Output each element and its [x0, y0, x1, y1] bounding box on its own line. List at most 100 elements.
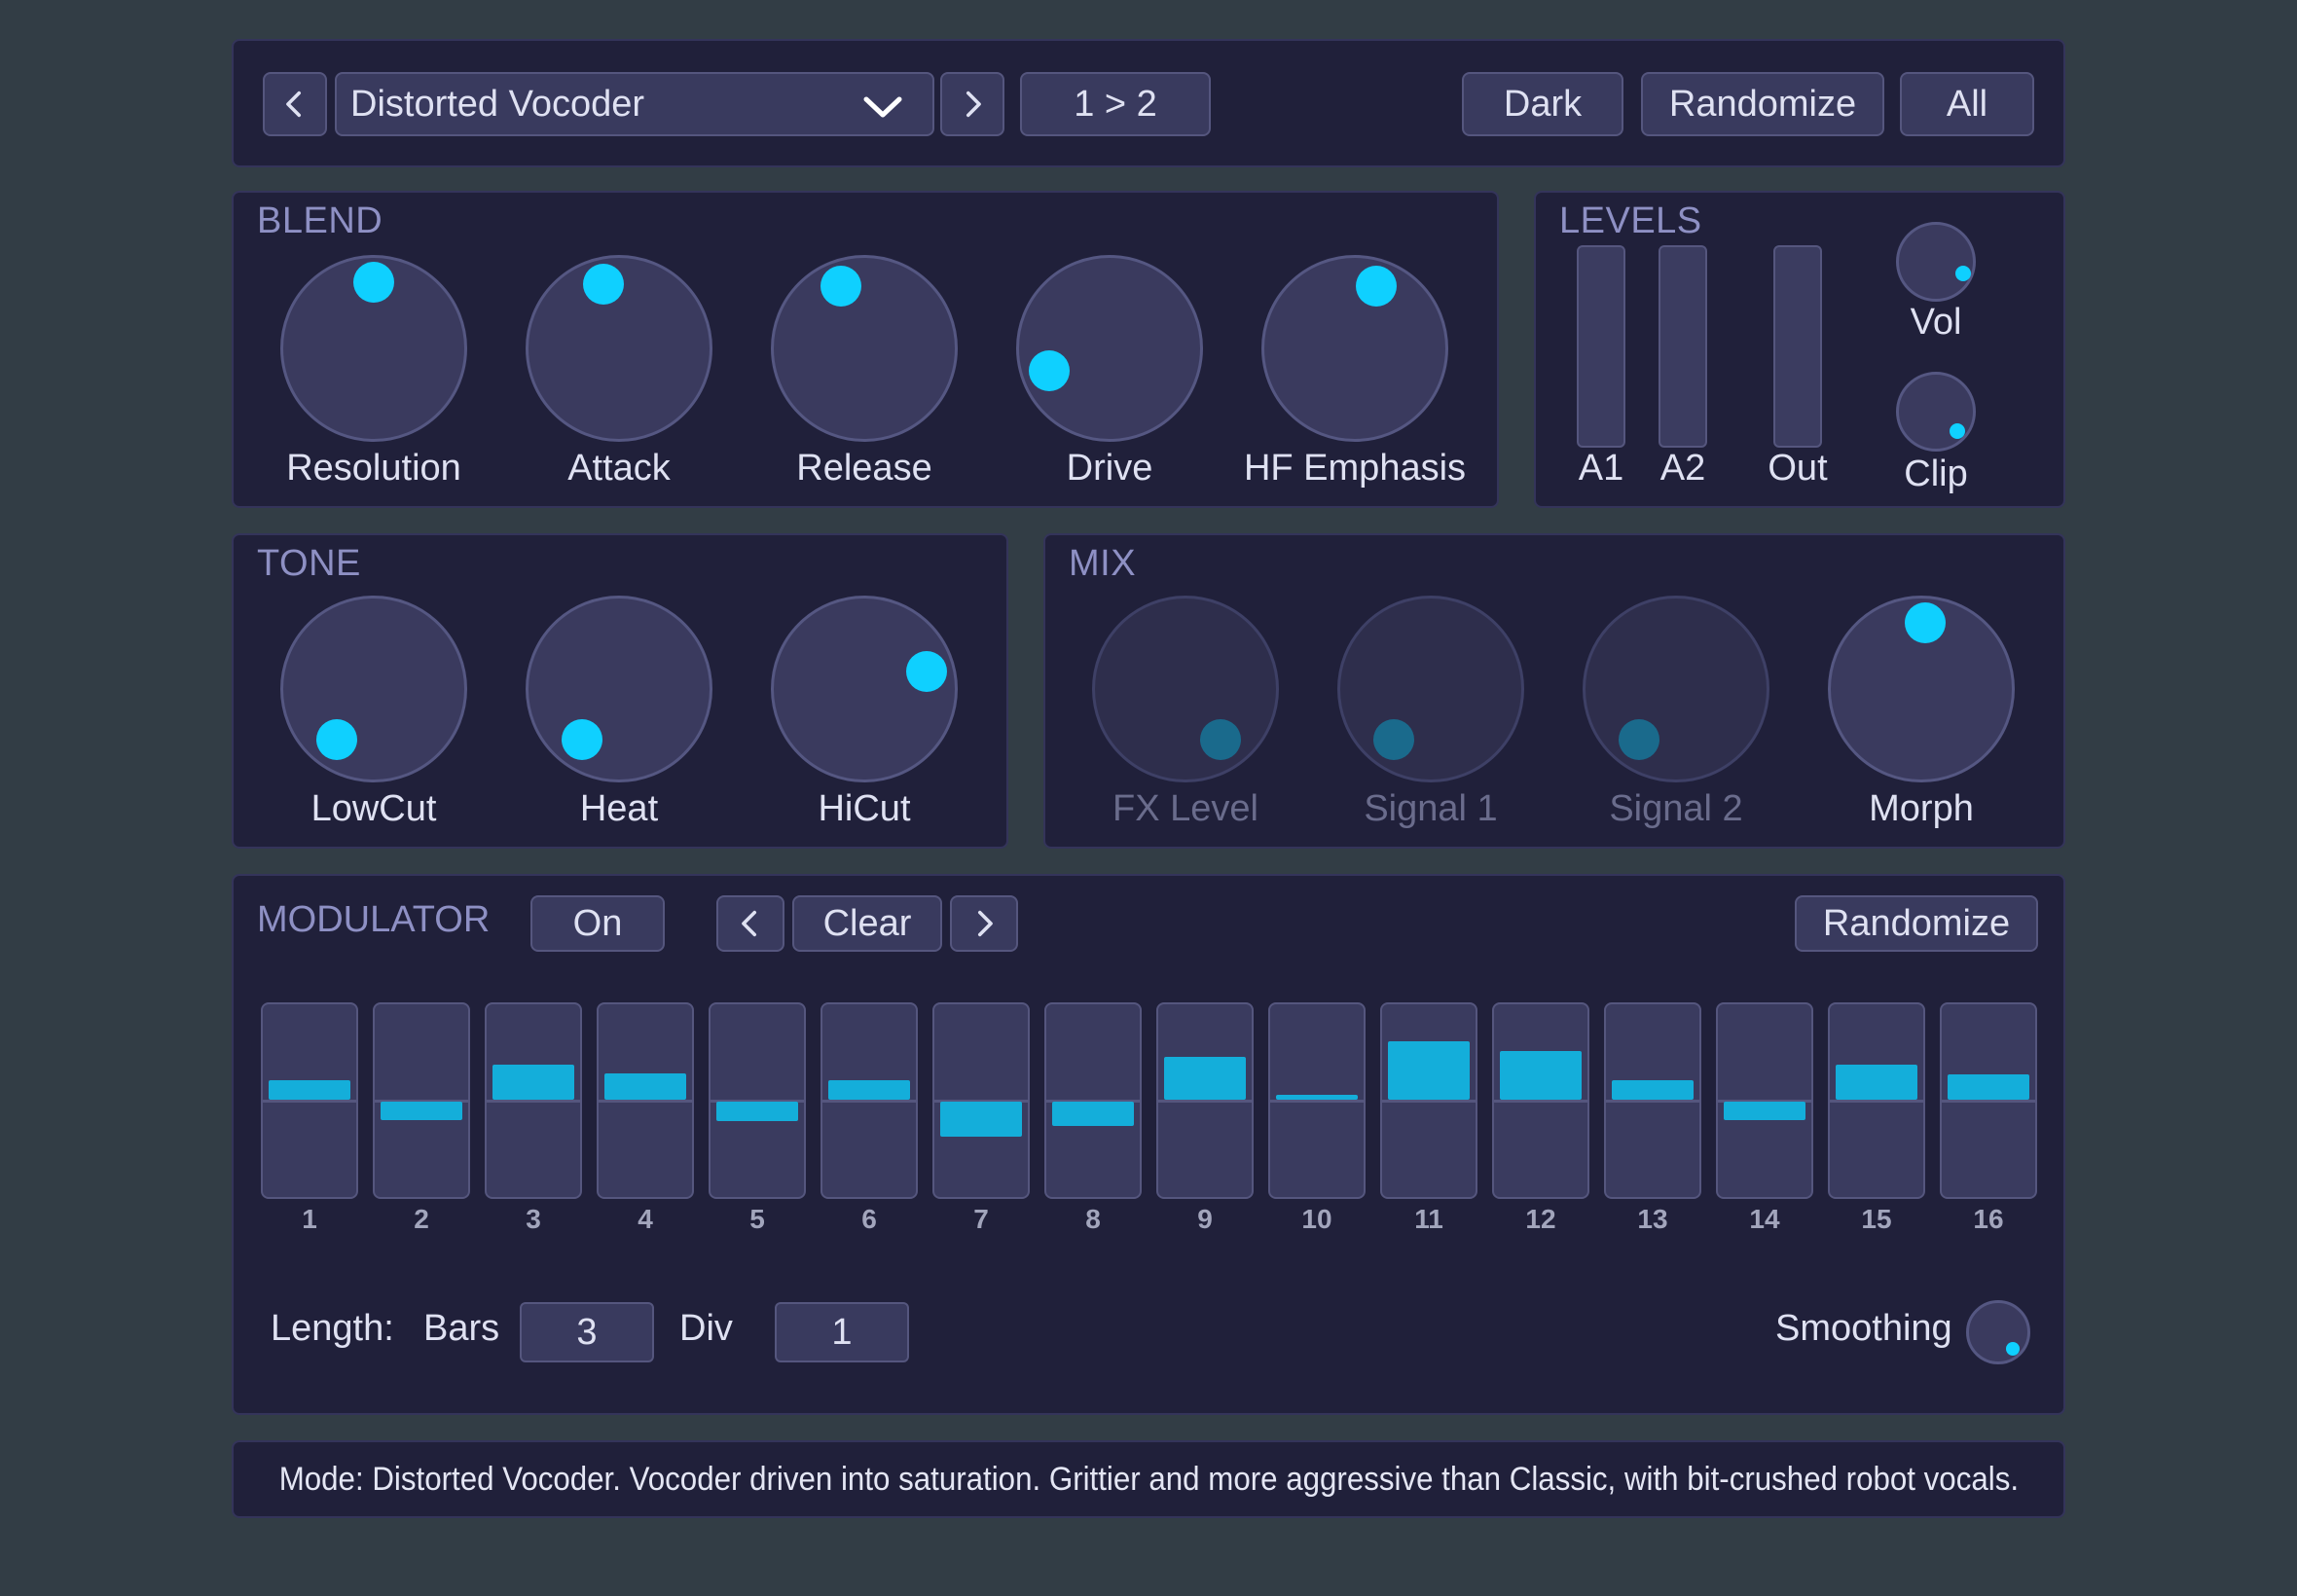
step-number: 11: [1414, 1204, 1443, 1234]
meter-a2: [1659, 245, 1707, 448]
step-number: 2: [414, 1204, 429, 1234]
next-preset-button[interactable]: [940, 72, 1004, 136]
chevron-left-icon: [742, 910, 757, 937]
heat-knob[interactable]: [526, 596, 712, 782]
morph-knob[interactable]: [1828, 596, 2015, 782]
step-value-bar: [1948, 1073, 2029, 1100]
step-number: 12: [1525, 1204, 1556, 1234]
sequencer-step-15[interactable]: [1828, 1002, 1925, 1199]
lowcut-knob[interactable]: [280, 596, 467, 782]
sequencer-step-2[interactable]: [373, 1002, 470, 1199]
levels-panel: LEVELS A1 A2 Out Vol Clip: [1534, 191, 2065, 508]
sequencer-step-3[interactable]: [485, 1002, 582, 1199]
clip-knob[interactable]: [1896, 372, 1976, 452]
description-panel: Mode: Distorted Vocoder. Vocoder driven …: [232, 1440, 2065, 1518]
release-knob[interactable]: [771, 255, 958, 442]
step-number: 10: [1301, 1204, 1332, 1234]
step-number: 3: [526, 1204, 541, 1234]
theme-button[interactable]: Dark: [1462, 72, 1623, 136]
step-value-bar: [1836, 1064, 1917, 1100]
vol-knob[interactable]: [1896, 222, 1976, 302]
step-value-bar: [381, 1102, 462, 1120]
smoothing-knob[interactable]: [1966, 1300, 2030, 1364]
mode-description: Mode: Distorted Vocoder. Vocoder driven …: [278, 1460, 2019, 1498]
hicut-knob[interactable]: [771, 596, 958, 782]
randomize-button[interactable]: Randomize: [1641, 72, 1884, 136]
meter-a2-label: A2: [1659, 448, 1706, 489]
release-label: Release: [796, 448, 932, 489]
attack-knob[interactable]: [526, 255, 712, 442]
chevron-right-icon: [966, 91, 981, 118]
vol-label: Vol: [1910, 302, 1962, 343]
step-value-bar: [1388, 1041, 1470, 1100]
next-pattern-button[interactable]: [950, 895, 1018, 952]
step-value-bar: [1612, 1080, 1694, 1100]
step-value-bar: [1724, 1102, 1805, 1120]
sequencer-step-4[interactable]: [597, 1002, 694, 1199]
sequencer-step-5[interactable]: [709, 1002, 806, 1199]
step-number: 1: [302, 1204, 317, 1234]
sequencer-step-9[interactable]: [1156, 1002, 1254, 1199]
preset-dropdown[interactable]: Distorted Vocoder: [335, 72, 934, 136]
mix-panel: MIX FX Level Signal 1 Signal 2 Morph: [1043, 533, 2065, 849]
sequencer-step-8[interactable]: [1044, 1002, 1142, 1199]
sequencer-step-1[interactable]: [261, 1002, 358, 1199]
fx-level-label: FX Level: [1112, 788, 1258, 829]
resolution-label: Resolution: [286, 448, 461, 489]
all-button[interactable]: All: [1900, 72, 2034, 136]
signal-1-knob[interactable]: [1337, 596, 1524, 782]
step-value-bar: [1052, 1102, 1134, 1127]
clip-label: Clip: [1904, 453, 1968, 494]
sequencer-step-10[interactable]: [1268, 1002, 1366, 1199]
blend-title: BLEND: [257, 200, 383, 241]
hicut-label: HiCut: [818, 788, 911, 829]
sequencer-step-11[interactable]: [1380, 1002, 1477, 1199]
modulator-randomize-button[interactable]: Randomize: [1795, 895, 2038, 952]
drive-label: Drive: [1066, 448, 1153, 489]
lowcut-label: LowCut: [310, 788, 437, 829]
prev-pattern-button[interactable]: [716, 895, 784, 952]
sequencer-step-7[interactable]: [932, 1002, 1030, 1199]
sequencer-step-6[interactable]: [820, 1002, 918, 1199]
step-value-bar: [1500, 1051, 1582, 1100]
step-value-bar: [269, 1080, 350, 1100]
chevron-right-icon: [977, 910, 993, 937]
sequencer-step-13[interactable]: [1604, 1002, 1701, 1199]
resolution-knob[interactable]: [280, 255, 467, 442]
step-number: 16: [1973, 1204, 2004, 1234]
signal-1-label: Signal 1: [1364, 788, 1498, 829]
chevron-left-icon: [286, 91, 302, 118]
div-label: Div: [679, 1308, 733, 1349]
step-number: 9: [1197, 1204, 1213, 1234]
step-number: 4: [638, 1204, 653, 1234]
step-value-bar: [828, 1080, 910, 1100]
step-number: 5: [749, 1204, 765, 1234]
sequencer-step-16[interactable]: [1940, 1002, 2037, 1199]
hf-emphasis-knob[interactable]: [1261, 255, 1448, 442]
sequencer-step-14[interactable]: [1716, 1002, 1813, 1199]
hf-emphasis-label: HF Emphasis: [1243, 448, 1467, 489]
tone-panel: TONE LowCut Heat HiCut: [232, 533, 1008, 849]
step-number: 6: [861, 1204, 877, 1234]
drive-knob[interactable]: [1016, 255, 1203, 442]
signal-2-label: Signal 2: [1609, 788, 1743, 829]
step-value-bar: [604, 1072, 686, 1100]
step-number: 14: [1749, 1204, 1780, 1234]
div-input[interactable]: 1: [775, 1302, 909, 1362]
attack-label: Attack: [567, 448, 671, 489]
chevron-down-icon: [863, 96, 902, 118]
tone-title: TONE: [257, 543, 361, 584]
fx-level-knob[interactable]: [1092, 596, 1279, 782]
step-value-bar: [492, 1064, 574, 1100]
routing-button[interactable]: 1 > 2: [1020, 72, 1211, 136]
sequencer-step-12[interactable]: [1492, 1002, 1589, 1199]
prev-preset-button[interactable]: [263, 72, 327, 136]
pattern-clear-button[interactable]: Clear: [792, 895, 942, 952]
modulator-on-button[interactable]: On: [530, 895, 665, 952]
step-value-bar: [716, 1102, 798, 1121]
bars-input[interactable]: 3: [520, 1302, 654, 1362]
signal-2-knob[interactable]: [1583, 596, 1769, 782]
heat-label: Heat: [579, 788, 659, 829]
smoothing-label: Smoothing: [1775, 1308, 1952, 1349]
step-value-bar: [1164, 1056, 1246, 1100]
